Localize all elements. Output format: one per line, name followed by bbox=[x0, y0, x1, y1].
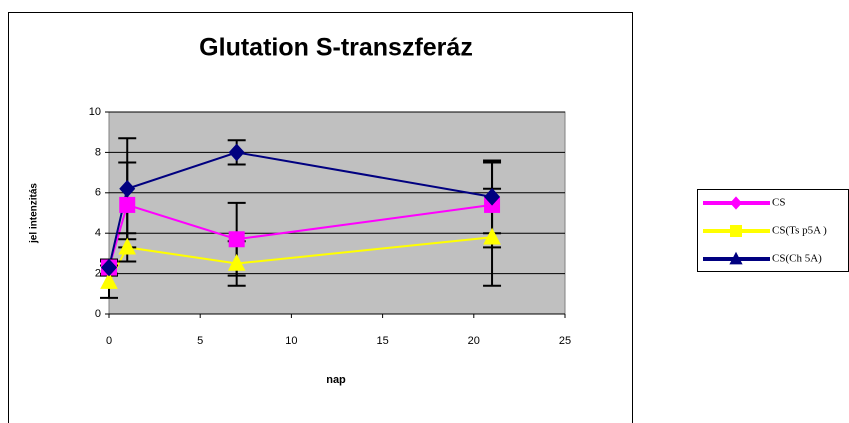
y-tick-label: 2 bbox=[95, 268, 101, 280]
marker bbox=[730, 196, 742, 210]
marker bbox=[118, 237, 137, 255]
marker bbox=[119, 196, 136, 213]
x-tick-label: 5 bbox=[197, 335, 203, 347]
marker bbox=[227, 253, 246, 271]
marker bbox=[119, 179, 136, 198]
marker bbox=[729, 251, 743, 265]
series-line bbox=[108, 151, 493, 268]
series-line bbox=[108, 236, 493, 283]
marker bbox=[228, 143, 245, 162]
y-tick-label: 8 bbox=[95, 146, 101, 158]
y-axis-title: jel intenzitás bbox=[29, 183, 40, 244]
x-tick-label: 15 bbox=[376, 335, 388, 347]
legend-label: CS(Ch 5A) bbox=[772, 253, 822, 265]
chart-title: Glutation S-transzferáz bbox=[199, 34, 473, 62]
marker bbox=[228, 231, 245, 248]
marker bbox=[100, 272, 118, 289]
marker bbox=[484, 188, 501, 206]
x-tick-label: 20 bbox=[468, 335, 480, 347]
marker bbox=[730, 225, 742, 237]
marker bbox=[101, 258, 117, 277]
legend-label: CS bbox=[772, 197, 785, 209]
x-axis-title: nap bbox=[326, 374, 346, 386]
plot-area bbox=[108, 111, 566, 315]
y-tick-label: 10 bbox=[89, 106, 101, 118]
x-tick-label: 25 bbox=[559, 335, 571, 347]
legend-label: CS(Ts p5A ) bbox=[772, 225, 827, 237]
y-tick-label: 4 bbox=[95, 227, 101, 239]
marker bbox=[483, 227, 501, 245]
series-line bbox=[108, 203, 493, 268]
y-tick-label: 0 bbox=[95, 308, 101, 320]
x-tick-label: 10 bbox=[285, 335, 297, 347]
x-tick-label: 0 bbox=[106, 335, 112, 347]
y-tick-label: 6 bbox=[95, 187, 101, 199]
